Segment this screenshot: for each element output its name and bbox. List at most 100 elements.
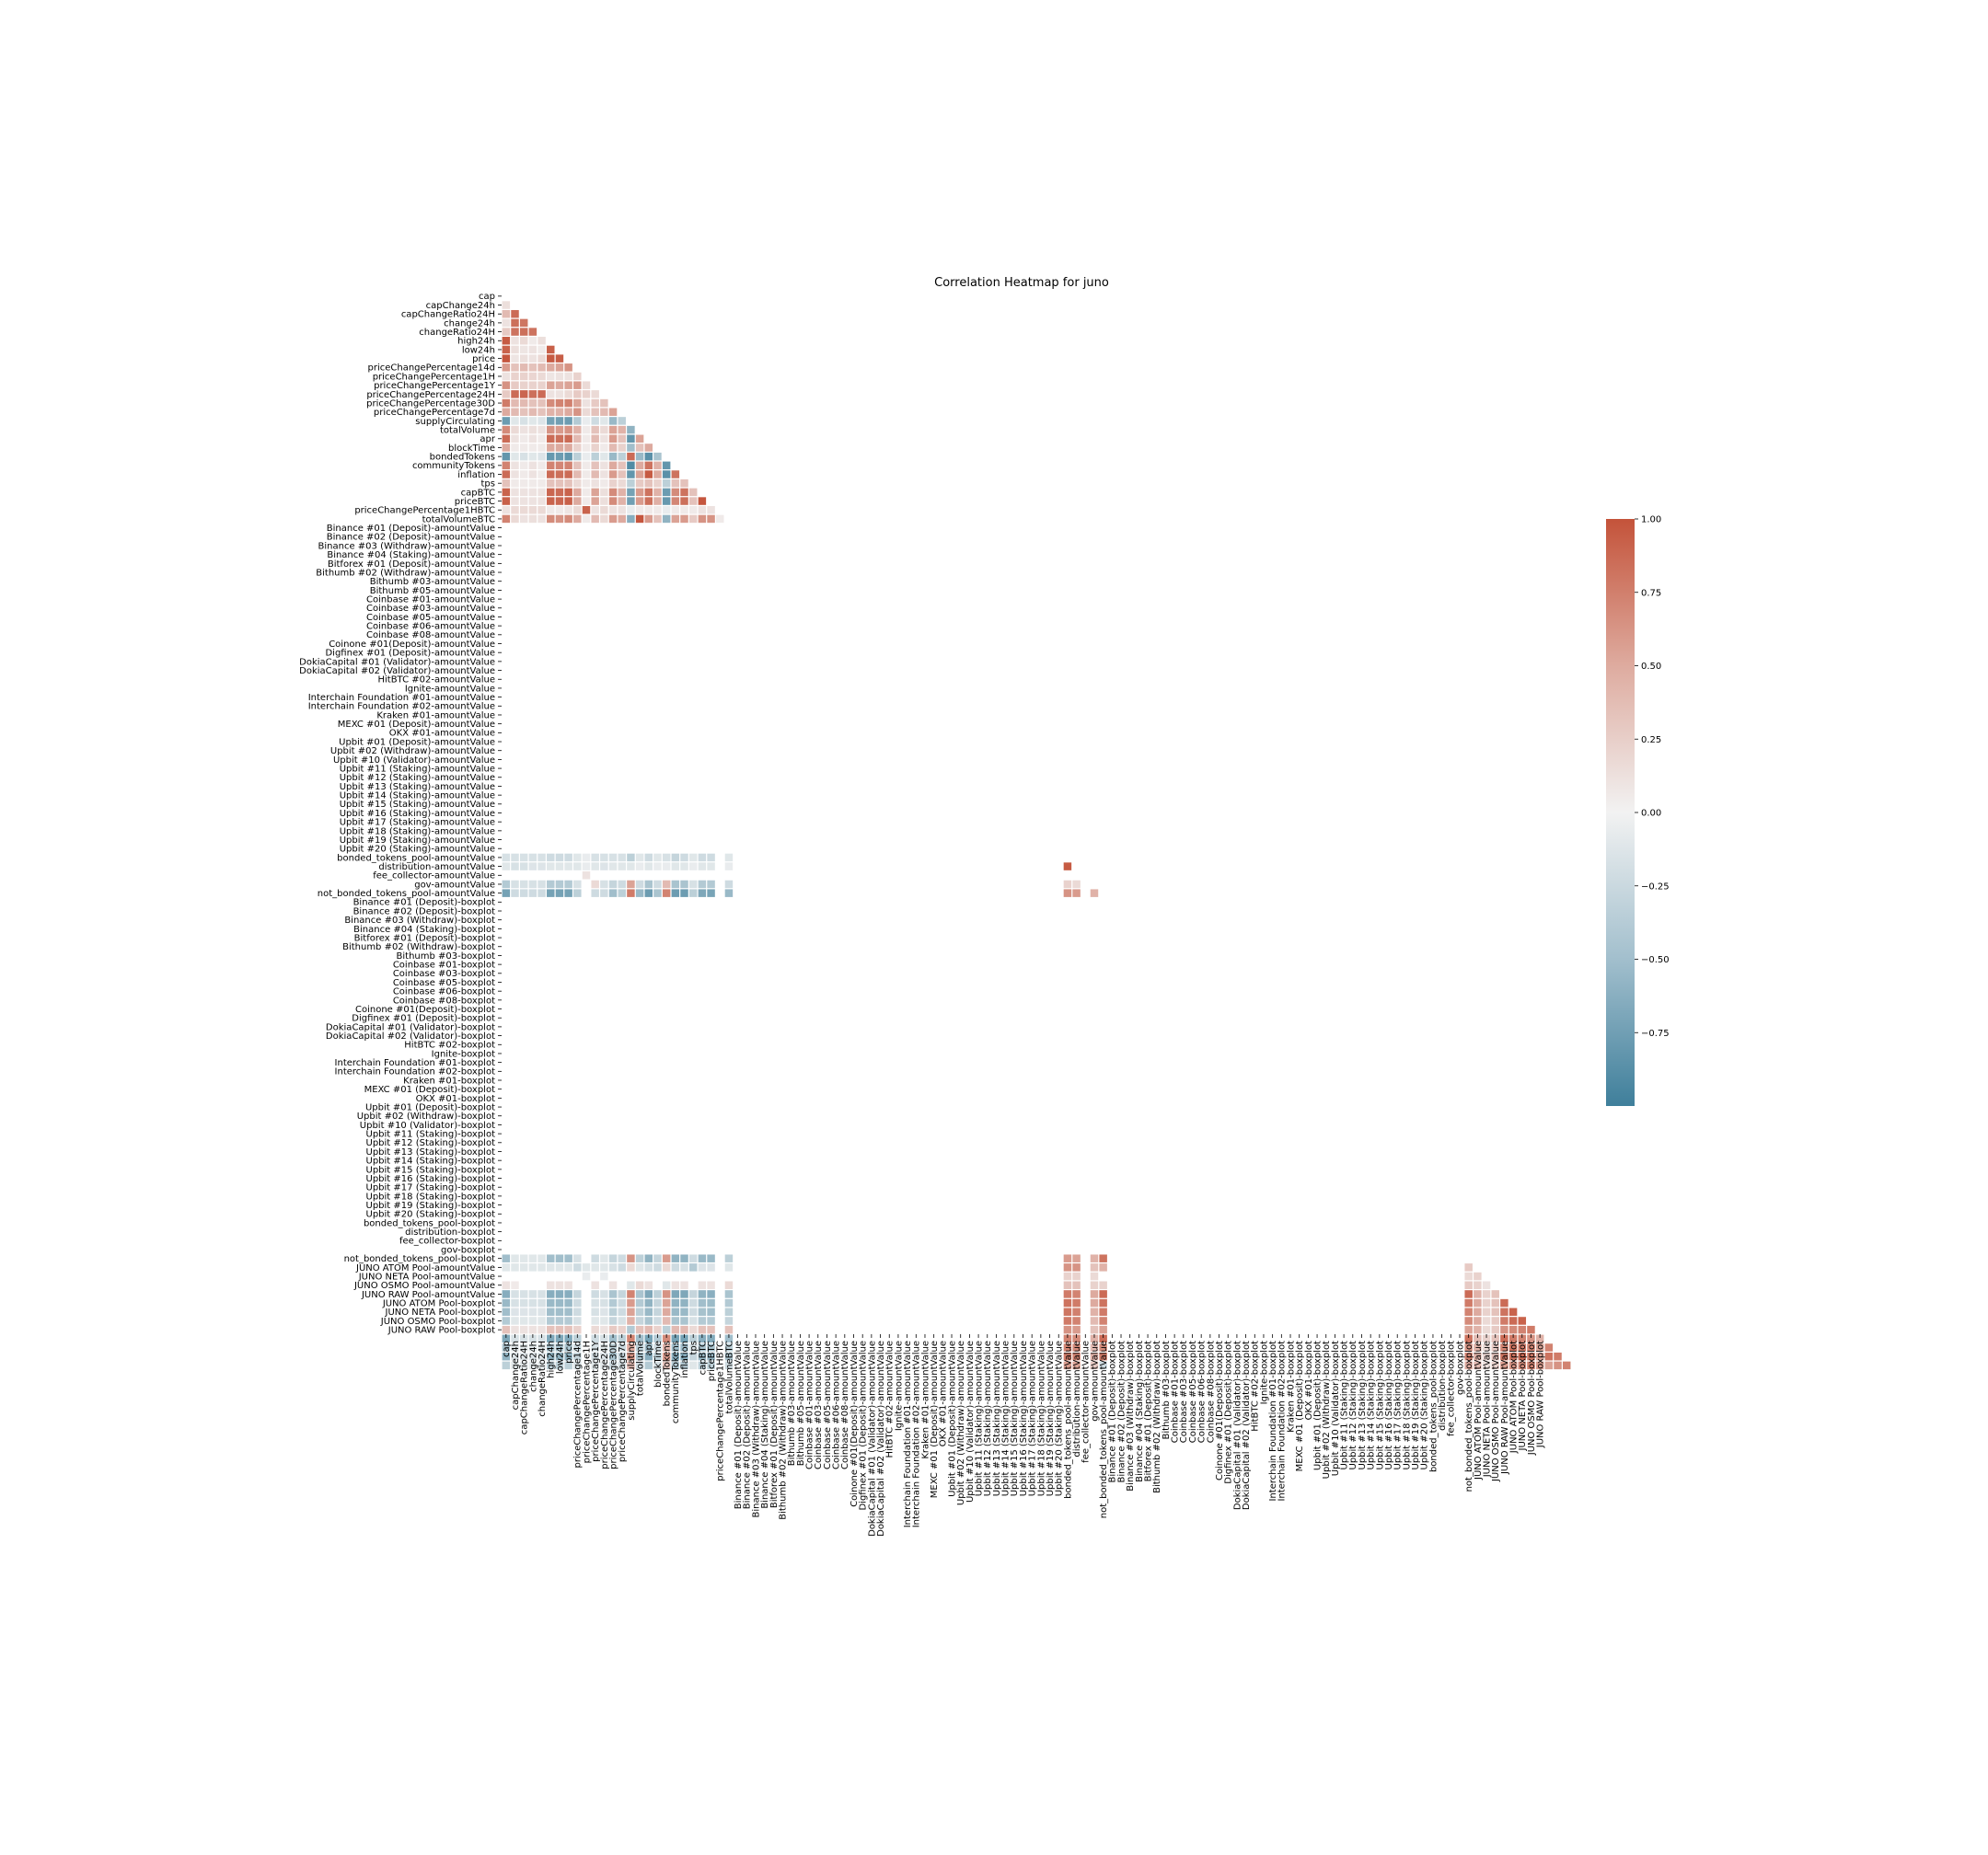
heatmap-cell [555,363,564,372]
y-tick-label: priceBTC [455,497,495,507]
heatmap-cell [511,1343,519,1352]
heatmap-cell [573,862,582,870]
heatmap-cell [537,337,546,345]
heatmap-cell [519,452,528,461]
heatmap-cell [1554,1352,1562,1361]
colorbar-tick-label: −0.75 [1641,1029,1670,1039]
heatmap-cell [555,1281,564,1289]
heatmap-cell [502,1317,511,1325]
heatmap-cell [653,853,662,862]
x-tick-label: Coinbase #06-boxplot [1197,1341,1208,1443]
heatmap-cell [724,1263,734,1272]
heatmap-cell [519,488,528,497]
heatmap-cell [662,506,671,514]
heatmap-cell [582,390,591,398]
heatmap-cell [635,1343,644,1352]
heatmap-cell [528,408,537,416]
heatmap-cell [511,497,519,505]
x-tick-label: Binance #03 (Withdraw)-amountValue [751,1341,761,1517]
heatmap-cell [1072,1325,1081,1334]
heatmap-cell [1474,1290,1482,1298]
heatmap-cell [511,506,519,514]
heatmap-cell [502,337,511,345]
heatmap-cell [555,444,564,452]
heatmap-cell [591,1343,599,1352]
y-tick-label: Upbit #01 (Deposit)-amountValue [339,737,495,747]
heatmap-cell [627,478,635,488]
x-tick-label: high24h [547,1341,557,1378]
heatmap-cell [1482,1298,1491,1308]
heatmap-cell [671,1254,680,1262]
heatmap-cell [1063,1263,1072,1272]
heatmap-cell [564,470,572,478]
heatmap-cell [555,461,564,470]
heatmap-cell [547,488,555,497]
y-tick-label: Kraken #01-amountValue [376,710,495,720]
heatmap-cell [564,514,572,524]
heatmap-cell [573,853,582,862]
heatmap-cell [547,889,555,897]
heatmap-cell [1090,1308,1099,1317]
heatmap-cell [564,497,572,505]
heatmap-cell [644,497,653,505]
heatmap-cell [547,408,555,416]
heatmap-cell [519,354,528,363]
heatmap-cell [582,506,591,514]
heatmap-cell [519,444,528,452]
x-tick-label: price [564,1341,574,1364]
heatmap-cell [600,1263,608,1272]
heatmap-cell [564,1254,572,1262]
heatmap-cell [1500,1325,1508,1334]
heatmap-cell [653,488,662,497]
heatmap-cell [511,1254,519,1262]
heatmap-cell [1474,1281,1482,1289]
heatmap-cell [1500,1334,1508,1343]
heatmap-cell [707,880,715,889]
heatmap-cell [724,1317,734,1325]
heatmap-cell [564,1334,572,1343]
heatmap-cell [1063,1352,1072,1361]
heatmap-cell [707,1361,715,1370]
heatmap-cell [724,1308,734,1317]
heatmap-cell [635,444,644,452]
heatmap-cell [564,889,572,897]
heatmap-cell [564,461,572,470]
heatmap-cell [618,1263,626,1272]
heatmap-cell [582,1263,591,1272]
y-tick-label: bondedTokens [430,453,495,463]
heatmap-cell [688,1263,698,1272]
heatmap-cell [662,862,671,870]
heatmap-cell [707,1298,715,1308]
x-tick-label: Upbit #11 (Staking)-boxplot [1340,1341,1350,1470]
heatmap-cell [511,318,519,328]
y-tick-label: priceChangePercentage1H [373,372,495,382]
heatmap-cell [618,506,626,514]
heatmap-cell [662,1343,671,1352]
heatmap-cell [724,1325,734,1334]
heatmap-cell [1090,1343,1099,1352]
heatmap-cell [547,1334,555,1343]
heatmap-cell [547,862,555,870]
x-tick-label: fee_collector-amountValue [1081,1341,1092,1463]
x-tick-label: Binance #04 (Staking)-amountValue [760,1341,770,1509]
heatmap-cell [1090,1290,1099,1298]
heatmap-cell [680,1281,688,1289]
heatmap-cell [502,478,511,488]
y-tick-label: Upbit #15 (Staking)-boxplot [366,1165,496,1175]
heatmap-cell [662,470,671,478]
heatmap-cell [1544,1352,1554,1361]
heatmap-cell [537,506,546,514]
heatmap-cell [502,506,511,514]
y-tick-label: Coinbase #05-boxplot [393,978,495,988]
heatmap-cell [600,1325,608,1334]
heatmap-cell [555,1361,564,1370]
heatmap-cell [591,1281,599,1289]
heatmap-cell [537,461,546,470]
heatmap-cell [502,434,511,444]
heatmap-cell [635,470,644,478]
x-tick-label: apr [644,1340,654,1355]
heatmap-cell [573,506,582,514]
x-tick-label: OKX #01-boxplot [1304,1341,1314,1420]
y-tick-label: price [472,354,495,364]
y-tick-label: not_bonded_tokens_pool-boxplot [344,1254,495,1264]
